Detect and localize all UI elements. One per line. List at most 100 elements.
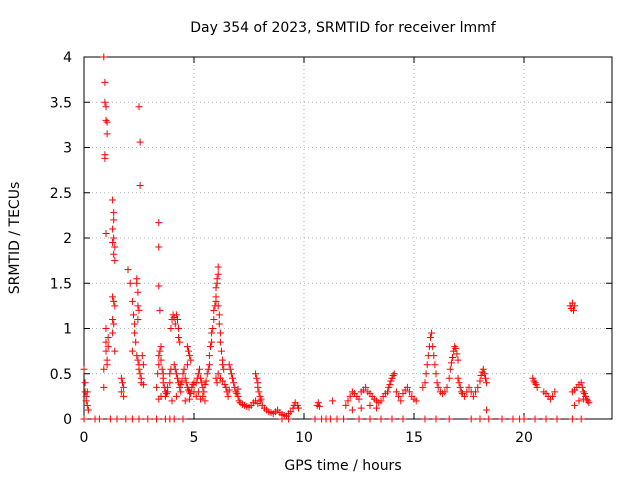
data-point [82, 397, 90, 405]
data-point [210, 315, 218, 323]
data-point [110, 216, 118, 224]
data-point [577, 379, 585, 387]
data-point [472, 388, 480, 396]
data-point [171, 320, 179, 328]
data-point [342, 401, 350, 409]
data-point [315, 402, 323, 410]
data-point [551, 388, 559, 396]
data-point [194, 388, 202, 396]
data-point [570, 306, 577, 314]
data-point [156, 306, 164, 314]
data-point [474, 383, 482, 391]
data-point [256, 397, 264, 405]
data-point [164, 383, 172, 391]
data-point [428, 329, 436, 337]
x-tick-label: 0 [80, 430, 89, 446]
data-point [348, 406, 356, 414]
data-point [139, 361, 147, 369]
data-point [167, 325, 175, 332]
data-point [157, 343, 165, 351]
data-point [111, 302, 119, 310]
data-point [216, 329, 224, 337]
data-point [136, 182, 144, 190]
data-point [432, 370, 440, 378]
data-point [109, 239, 117, 247]
data-point [214, 302, 222, 310]
data-point [170, 415, 178, 423]
data-point [102, 103, 110, 111]
data-point [485, 415, 493, 423]
data-point [213, 275, 221, 283]
data-point [373, 404, 381, 412]
data-point [498, 415, 506, 423]
data-point [443, 383, 451, 391]
data-point [520, 415, 528, 423]
data-point [196, 365, 203, 373]
data-point [110, 234, 118, 242]
data-point [388, 415, 396, 423]
x-tick-label: 15 [405, 430, 423, 446]
data-point [220, 365, 228, 373]
data-point [166, 370, 174, 378]
data-point [229, 374, 236, 382]
data-point [110, 297, 118, 305]
data-point [397, 397, 405, 405]
data-point [155, 219, 163, 227]
data-point [205, 352, 213, 360]
data-point [117, 374, 125, 382]
data-point [201, 381, 209, 389]
data-point [422, 370, 430, 378]
data-point [571, 302, 579, 310]
data-point [578, 383, 586, 391]
data-point [432, 415, 440, 423]
data-point [389, 372, 397, 380]
data-point [311, 415, 319, 423]
data-point [122, 415, 130, 423]
data-point [483, 379, 491, 387]
data-point [95, 415, 103, 423]
data-point [234, 385, 242, 393]
data-point [103, 130, 111, 138]
data-point [175, 334, 183, 342]
data-point [366, 401, 374, 409]
x-tick-label: 10 [295, 430, 313, 446]
data-point [209, 325, 217, 332]
data-point [390, 370, 398, 378]
data-point [215, 311, 223, 319]
data-point [210, 306, 218, 314]
data-point [427, 334, 434, 342]
data-point [126, 279, 134, 287]
data-point [226, 365, 234, 373]
data-point [135, 415, 143, 423]
data-point [172, 370, 180, 378]
data-point [224, 392, 232, 400]
data-point [531, 379, 539, 387]
data-point [174, 315, 181, 323]
data-point [171, 365, 179, 373]
data-point [208, 338, 216, 346]
data-point [453, 350, 461, 358]
data-point [346, 392, 354, 400]
data-point [480, 370, 488, 378]
data-point [80, 365, 88, 373]
data-point [182, 379, 190, 387]
data-point [225, 386, 233, 394]
data-point [214, 263, 222, 271]
data-point [168, 397, 176, 405]
grid-lines [83, 56, 612, 420]
data-point [392, 388, 400, 396]
data-point [155, 352, 163, 360]
data-point [219, 361, 227, 369]
data-point [218, 347, 225, 355]
data-point [155, 243, 163, 251]
data-point [80, 415, 88, 423]
data-point [136, 138, 144, 146]
data-point [384, 388, 392, 396]
data-point [216, 338, 224, 346]
y-tick-label: 4 [63, 50, 72, 66]
data-point [133, 279, 141, 287]
data-point [483, 406, 491, 414]
data-point [155, 361, 163, 369]
data-point [455, 379, 463, 387]
